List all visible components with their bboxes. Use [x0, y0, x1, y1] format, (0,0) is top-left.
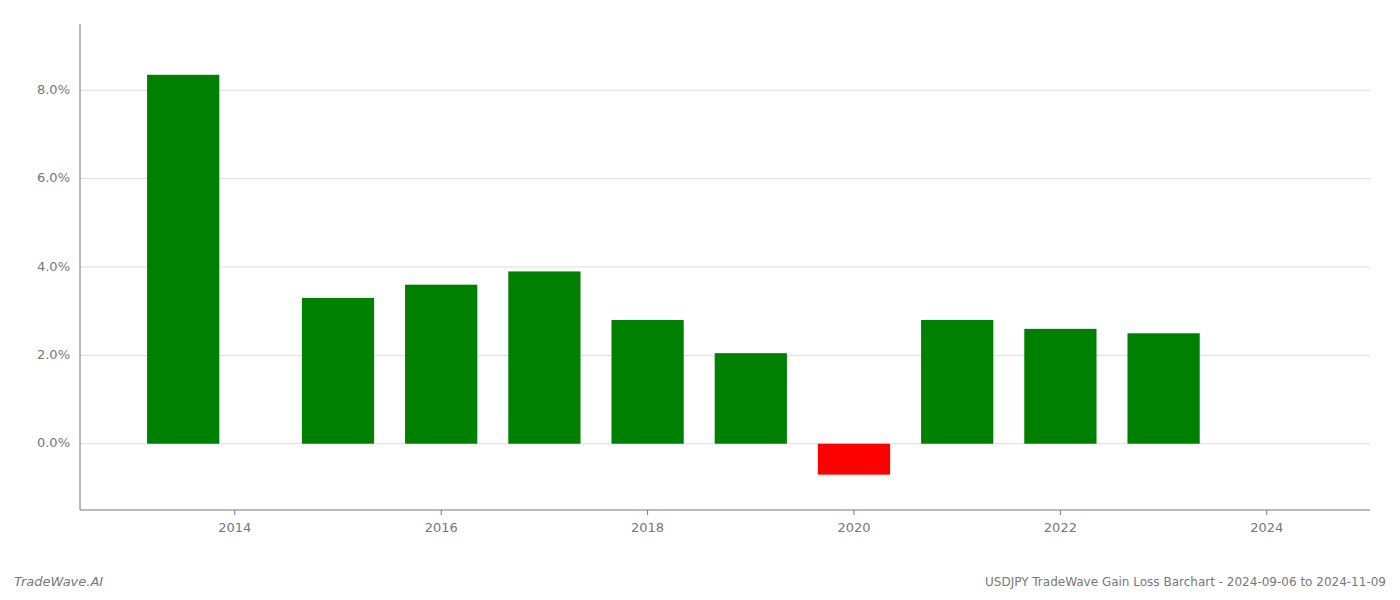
- watermark: TradeWave.AI: [14, 574, 103, 589]
- x-tick-label: 2022: [1044, 520, 1077, 535]
- grid-line: [80, 267, 1370, 268]
- x-tick-label: 2020: [837, 520, 870, 535]
- x-tick: [854, 510, 855, 515]
- bar: [715, 353, 787, 444]
- bar: [1024, 329, 1096, 444]
- bar: [508, 271, 580, 443]
- y-tick-label: 8.0%: [37, 82, 70, 97]
- x-tick: [234, 510, 235, 515]
- grid-line: [80, 90, 1370, 91]
- bar: [921, 320, 993, 444]
- y-axis-line: [80, 24, 81, 510]
- y-tick-label: 2.0%: [37, 347, 70, 362]
- y-tick-label: 6.0%: [37, 170, 70, 185]
- x-axis-line: [80, 510, 1370, 511]
- x-tick-label: 2016: [425, 520, 458, 535]
- x-tick: [441, 510, 442, 515]
- y-tick-label: 4.0%: [37, 259, 70, 274]
- x-tick-label: 2014: [218, 520, 251, 535]
- background: [0, 0, 1400, 600]
- y-grid: [80, 90, 1370, 443]
- bars: [147, 75, 1200, 475]
- x-tick: [1060, 510, 1061, 515]
- x-tick-label: 2018: [631, 520, 664, 535]
- y-tick-label: 0.0%: [37, 435, 70, 450]
- bar: [611, 320, 683, 444]
- bar: [302, 298, 374, 444]
- x-tick: [647, 510, 648, 515]
- title: USDJPY TradeWave Gain Loss Barchart - 20…: [985, 575, 1386, 589]
- bar: [1127, 333, 1199, 443]
- x-tick-label: 2024: [1250, 520, 1283, 535]
- x-tick: [1266, 510, 1267, 515]
- bar: [405, 285, 477, 444]
- bar: [147, 75, 219, 444]
- grid-line: [80, 178, 1370, 179]
- chart-svg: 0.0% 2.0% 4.0% 6.0% 8.0% 2014 2016 2018 2020 2022…: [0, 0, 1400, 600]
- bar: [818, 444, 890, 475]
- chart-container: 0.0% 2.0% 4.0% 6.0% 8.0% 2014 2016 2018 2020 2022…: [0, 0, 1400, 600]
